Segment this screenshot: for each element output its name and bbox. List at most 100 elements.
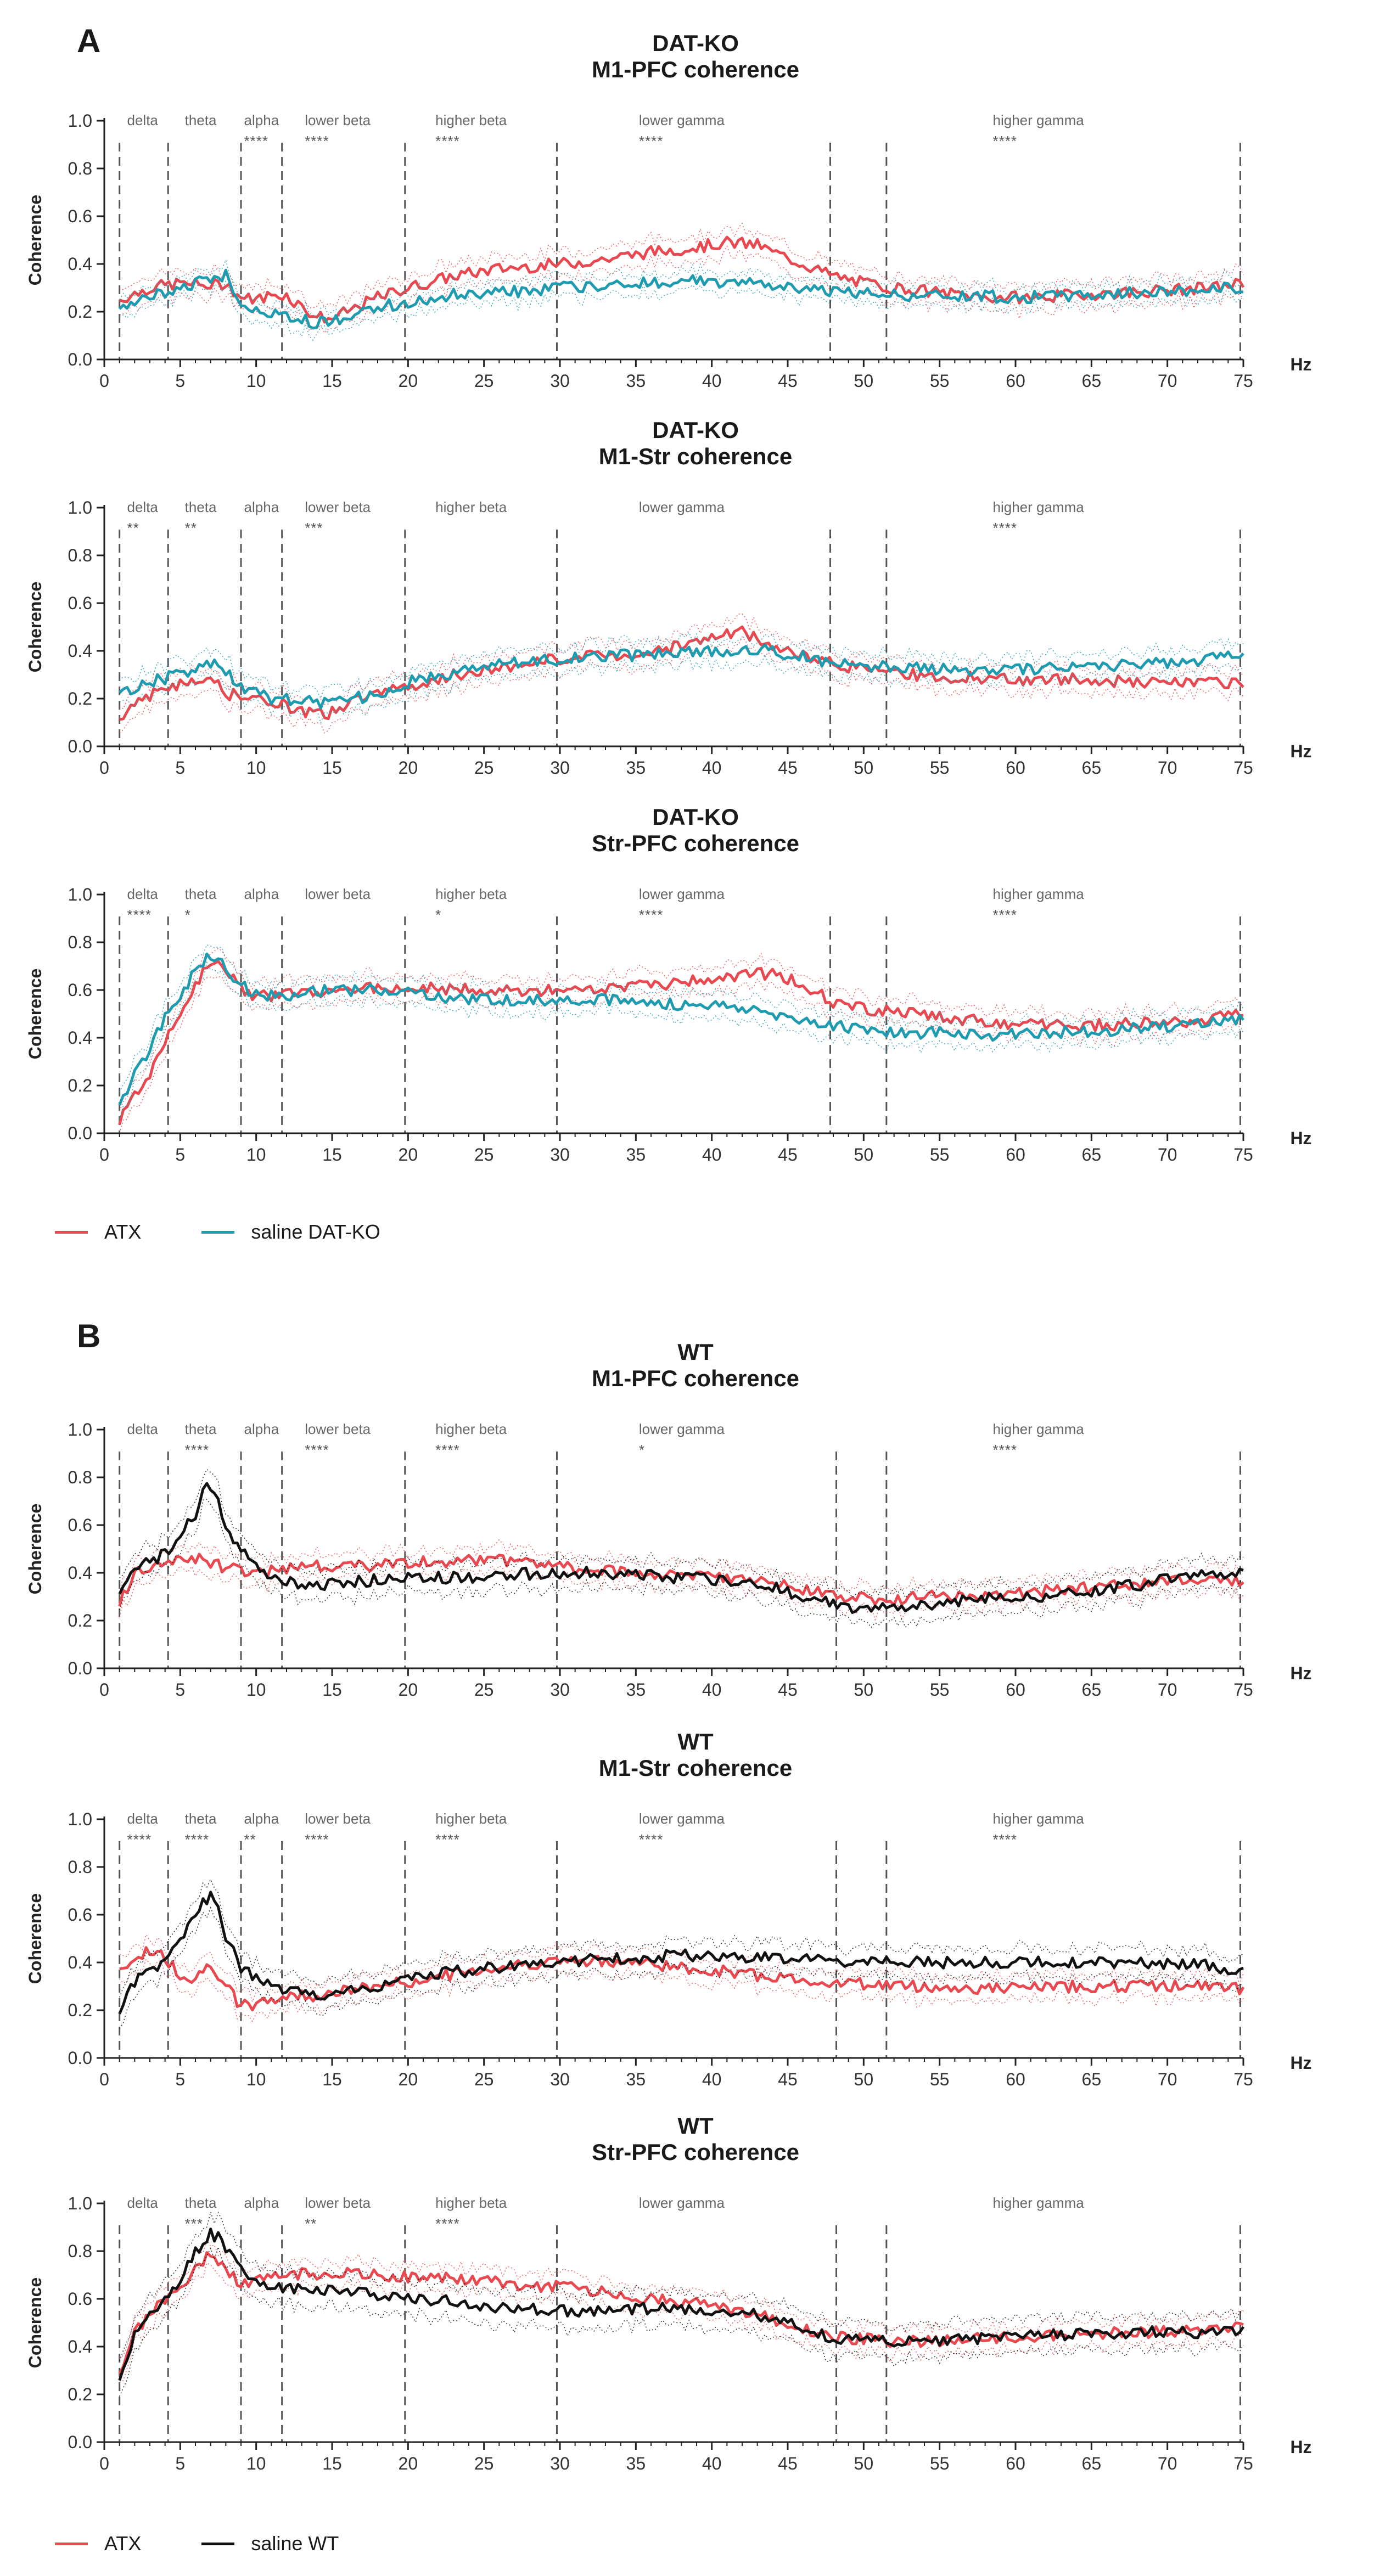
x-tick-label: 30: [550, 758, 570, 778]
sem-lower-line: [119, 2245, 1244, 2397]
x-tick-label: 70: [1158, 1680, 1177, 1700]
x-tick-label: 35: [626, 2069, 646, 2089]
x-tick-label: 35: [626, 758, 646, 778]
band-label: higher beta: [435, 112, 507, 128]
band-label: lower beta: [305, 1810, 371, 1827]
y-tick-label: 0.0: [68, 1658, 92, 1678]
y-tick-label: 0.0: [68, 736, 92, 756]
x-tick-label: 50: [854, 758, 874, 778]
x-tick-label: 15: [322, 1680, 342, 1700]
chart-svg: delta theta **** alpha lower beta **** higher …: [25, 1420, 1312, 1700]
sem-upper-line: [119, 1933, 1244, 2003]
significance-label: ****: [993, 1831, 1017, 1848]
band-label: alpha: [244, 886, 279, 902]
y-tick-label: 0.8: [68, 1467, 92, 1487]
band-label: higher gamma: [993, 886, 1085, 902]
x-tick-label: 5: [175, 1680, 185, 1700]
x-tick-label: 0: [99, 371, 109, 391]
y-tick-label: 0.0: [68, 1123, 92, 1143]
x-tick-label: 25: [474, 758, 494, 778]
x-tick-label: 30: [550, 2454, 570, 2473]
y-tick-label: 0.8: [68, 1857, 92, 1877]
x-axis-label: Hz: [1290, 1663, 1311, 1683]
x-tick-label: 0: [99, 758, 109, 778]
y-tick-label: 0.6: [68, 1515, 92, 1535]
band-label: delta: [127, 499, 159, 515]
x-tick-label: 65: [1082, 371, 1102, 391]
y-axis-label: Coherence: [25, 195, 45, 285]
x-tick-label: 45: [778, 1680, 798, 1700]
band-label: theta: [185, 1810, 217, 1827]
significance-label: ****: [305, 1442, 329, 1458]
band-label: higher beta: [435, 1421, 507, 1437]
x-tick-label: 40: [702, 371, 722, 391]
significance-label: ****: [185, 1831, 209, 1848]
x-tick-label: 70: [1158, 371, 1177, 391]
y-axis-label: Coherence: [25, 2277, 45, 2368]
y-tick-label: 0.0: [68, 350, 92, 369]
sem-upper-line: [119, 2210, 1244, 2361]
x-tick-label: 25: [474, 1680, 494, 1700]
chart-title: DAT-KO M1-PFC coherence: [0, 30, 1391, 83]
y-tick-label: 0.8: [68, 2241, 92, 2261]
y-tick-label: 0.2: [68, 2000, 92, 2020]
y-axis-label: Coherence: [25, 969, 45, 1059]
band-label: alpha: [244, 2195, 279, 2211]
significance-label: ****: [305, 1831, 329, 1848]
x-tick-label: 0: [99, 1145, 109, 1165]
x-tick-label: 50: [854, 1680, 874, 1700]
sem-lower-line: [119, 961, 1244, 1120]
y-tick-label: 0.6: [68, 206, 92, 226]
x-tick-label: 20: [399, 758, 418, 778]
x-tick-label: 55: [930, 371, 950, 391]
x-tick-label: 75: [1233, 1145, 1253, 1165]
chart-group: DAT-KO: [652, 30, 739, 56]
x-tick-label: 5: [175, 1145, 185, 1165]
panel-b-letter: B: [77, 1318, 101, 1354]
x-tick-label: 75: [1233, 2069, 1253, 2089]
x-tick-label: 45: [778, 2069, 798, 2089]
x-tick-label: 20: [399, 371, 418, 391]
sem-lower-line: [119, 1906, 1244, 2029]
sem-upper-line: [119, 1539, 1244, 1596]
y-tick-label: 0.2: [68, 1076, 92, 1095]
legend-label: saline WT: [251, 2532, 339, 2555]
x-tick-label: 40: [702, 2454, 722, 2473]
x-tick-label: 65: [1082, 1680, 1102, 1700]
band-label: theta: [185, 2195, 217, 2211]
y-tick-label: 0.6: [68, 2289, 92, 2309]
sem-upper-line: [119, 222, 1244, 308]
x-tick-label: 5: [175, 2454, 185, 2473]
y-tick-label: 0.2: [68, 689, 92, 708]
chart-title: DAT-KO M1-Str coherence: [0, 417, 1391, 470]
significance-label: ***: [305, 520, 323, 536]
y-tick-label: 0.4: [68, 1953, 92, 1972]
y-tick-label: 0.4: [68, 254, 92, 274]
sem-lower-line: [119, 2262, 1244, 2383]
sem-lower-line: [119, 280, 1244, 341]
x-tick-label: 75: [1233, 2454, 1253, 2473]
x-tick-label: 0: [99, 2069, 109, 2089]
chart-svg: delta theta alpha **** lower beta **** higher …: [25, 111, 1312, 391]
chart-group: WT: [677, 1729, 714, 1754]
sem-lower-line: [119, 976, 1244, 1134]
y-tick-label: 0.4: [68, 1028, 92, 1048]
band-label: higher gamma: [993, 1810, 1085, 1827]
x-tick-label: 15: [322, 1145, 342, 1165]
x-tick-label: 20: [399, 1145, 418, 1165]
significance-label: **: [127, 520, 139, 536]
band-label: higher beta: [435, 886, 507, 902]
significance-label: ****: [127, 907, 152, 923]
x-tick-label: 15: [322, 371, 342, 391]
significance-label: ****: [244, 133, 268, 149]
y-tick-label: 0.6: [68, 593, 92, 613]
band-label: higher gamma: [993, 1421, 1085, 1437]
x-tick-label: 20: [399, 1680, 418, 1700]
series-line-saline-wt: [118, 1482, 1244, 1614]
x-axis-label: Hz: [1290, 2437, 1311, 2457]
significance-label: *: [435, 907, 441, 923]
y-tick-label: 0.6: [68, 980, 92, 1000]
band-label: higher gamma: [993, 112, 1085, 128]
band-label: higher gamma: [993, 499, 1085, 515]
x-axis-label: Hz: [1290, 355, 1311, 374]
